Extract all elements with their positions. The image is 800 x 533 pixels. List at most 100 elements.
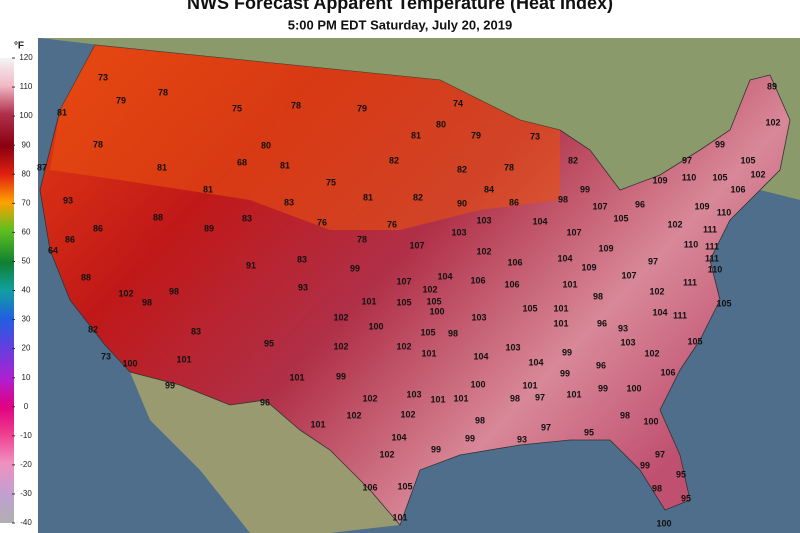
temperature-label: 99 [431, 444, 441, 454]
temperature-label: 73 [101, 351, 111, 361]
temperature-label: 78 [93, 139, 103, 149]
legend-tick-label: 60 [22, 227, 31, 236]
temperature-label: 107 [409, 240, 424, 250]
temperature-label: 103 [505, 342, 520, 352]
temperature-label: 103 [471, 312, 486, 322]
temperature-label: 98 [448, 328, 458, 338]
legend-tick-label: 40 [22, 286, 31, 295]
canada [40, 38, 800, 200]
temperature-label: 82 [389, 155, 399, 165]
temperature-label: 101 [310, 419, 325, 429]
temperature-label: 82 [88, 324, 98, 334]
temperature-label: 93 [63, 195, 73, 205]
temperature-label: 83 [284, 197, 294, 207]
temperature-label: 80 [261, 140, 271, 150]
temperature-label: 100 [429, 306, 444, 316]
temperature-label: 102 [362, 393, 377, 403]
temperature-label: 107 [621, 270, 636, 280]
temperature-label: 104 [532, 216, 547, 226]
subtitle: 5:00 PM EDT Saturday, July 20, 2019 [288, 17, 512, 32]
legend-unit: °F [14, 41, 24, 52]
color-bar [0, 58, 14, 523]
temperature-label: 96 [260, 397, 270, 407]
temperature-label: 102 [333, 312, 348, 322]
temperature-label: 105 [613, 213, 628, 223]
temperature-label: 105 [740, 155, 755, 165]
temperature-label: 83 [242, 213, 252, 223]
temperature-label: 103 [451, 227, 466, 237]
temperature-label: 101 [176, 354, 191, 364]
temperature-label: 101 [566, 389, 581, 399]
temperature-label: 89 [204, 223, 214, 233]
legend-tick-label: 70 [22, 198, 31, 207]
temperature-label: 76 [387, 219, 397, 229]
temperature-label: 106 [362, 482, 377, 492]
temperature-label: 102 [396, 341, 411, 351]
temperature-label: 97 [541, 422, 551, 432]
temperature-label: 86 [93, 223, 103, 233]
temperature-label: 105 [396, 297, 411, 307]
temperature-label: 102 [644, 348, 659, 358]
legend-tick-label: 10 [22, 373, 31, 382]
legend-tick-label: -40 [20, 518, 32, 527]
temperature-label: 100 [122, 358, 137, 368]
temperature-label: 101 [562, 279, 577, 289]
temperature-label: 78 [504, 162, 514, 172]
temperature-label: 107 [396, 276, 411, 286]
temperature-label: 102 [765, 117, 780, 127]
temperature-label: 98 [558, 194, 568, 204]
temperature-label: 73 [98, 72, 108, 82]
temperature-label: 96 [596, 360, 606, 370]
temperature-label: 104 [652, 307, 667, 317]
temperature-label: 102 [118, 288, 133, 298]
temperature-label: 81 [280, 160, 290, 170]
legend-tick-label: 30 [22, 315, 31, 324]
temperature-label: 103 [476, 215, 491, 225]
temperature-label: 101 [453, 393, 468, 403]
temperature-label: 101 [361, 296, 376, 306]
temperature-label: 105 [687, 336, 702, 346]
temperature-label: 104 [437, 271, 452, 281]
temperature-label: 110 [684, 239, 699, 249]
temperature-label: 79 [357, 103, 367, 113]
temperature-label: 78 [357, 234, 367, 244]
temperature-label: 100 [368, 321, 383, 331]
legend-tick-label: 100 [19, 111, 33, 120]
northern-field [50, 45, 560, 230]
temperature-label: 103 [406, 389, 421, 399]
temperature-label: 78 [291, 100, 301, 110]
legend-tick-label: -30 [20, 489, 32, 498]
temperature-label: 81 [57, 107, 67, 117]
temperature-label: 82 [457, 164, 467, 174]
temperature-label: 98 [142, 297, 152, 307]
temperature-label: 109 [694, 201, 709, 211]
temperature-label: 98 [593, 291, 603, 301]
temperature-label: 109 [598, 243, 613, 253]
temperature-label: 75 [232, 103, 242, 113]
temperature-label: 82 [568, 155, 578, 165]
temperature-label: 99 [350, 263, 360, 273]
temperature-label: 110 [708, 264, 723, 274]
temperature-label: 89 [767, 81, 777, 91]
temperature-label: 102 [400, 409, 415, 419]
temperature-label: 96 [597, 318, 607, 328]
temperature-label: 104 [391, 432, 406, 442]
temperature-label: 102 [667, 219, 682, 229]
temperature-label: 87 [37, 162, 47, 172]
legend-tick-label: 90 [22, 140, 31, 149]
temperature-label: 81 [411, 130, 421, 140]
temperature-label: 101 [430, 394, 445, 404]
temperature-label: 111 [705, 241, 719, 251]
legend-tick-label: 50 [22, 257, 31, 266]
temperature-label: 101 [553, 303, 568, 313]
temperature-label: 106 [470, 275, 485, 285]
temperature-label: 100 [626, 383, 641, 393]
temperature-label: 88 [153, 212, 163, 222]
temperature-label: 105 [712, 172, 727, 182]
temperature-label: 105 [397, 481, 412, 491]
temperature-label: 110 [717, 207, 732, 217]
temperature-label: 101 [289, 372, 304, 382]
temperature-label: 93 [517, 434, 527, 444]
temperature-label: 104 [473, 351, 488, 361]
